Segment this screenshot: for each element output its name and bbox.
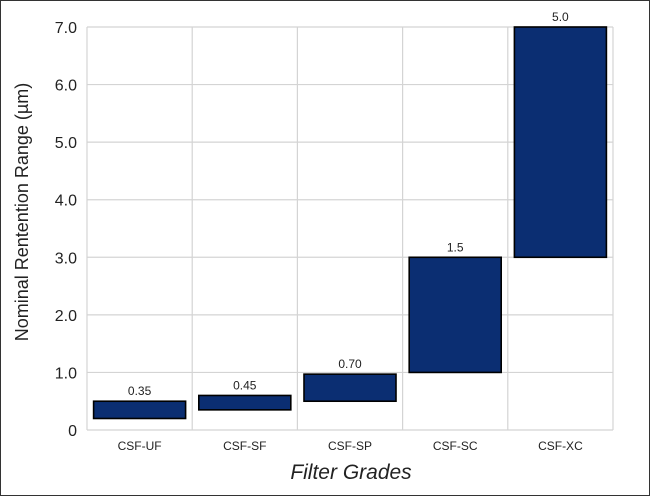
y-tick-label: 0: [68, 423, 77, 440]
data-label: 1.5: [447, 240, 464, 254]
bar-csf-sc: [408, 256, 503, 374]
x-axis-label: Filter Grades: [290, 461, 412, 484]
x-tick-label: CSF-SF: [223, 439, 266, 453]
data-label: 5.0: [552, 10, 569, 24]
data-label: 0.45: [233, 378, 257, 392]
x-tick-label: CSF-SP: [328, 439, 372, 453]
x-tick-labels: CSF-UF CSF-SF CSF-SP CSF-SC CSF-XC: [118, 439, 583, 453]
bar-csf-sf: [198, 394, 292, 411]
bar-csf-sp: [303, 373, 397, 403]
y-tick-label: 2.0: [55, 308, 77, 325]
data-label: 0.35: [128, 384, 152, 398]
bar-csf-uf: [92, 400, 187, 420]
y-tick-label: 1.0: [55, 365, 77, 382]
y-tick-label: 6.0: [55, 78, 77, 95]
x-tick-label: CSF-XC: [538, 439, 583, 453]
y-axis-label: Nominal Rentention Range (µm): [12, 83, 32, 342]
y-tick-labels: 0 1.0 2.0 3.0 4.0 5.0 6.0 7.0: [55, 20, 77, 440]
bar-csf-xc: [513, 26, 608, 259]
x-tick-label: CSF-UF: [118, 439, 162, 453]
data-label: 0.70: [338, 357, 362, 371]
y-tick-label: 3.0: [55, 250, 77, 267]
x-tick-label: CSF-SC: [433, 439, 478, 453]
bars: [92, 26, 608, 420]
data-labels: 0.35 0.45 0.70 1.5 5.0: [128, 10, 569, 398]
y-tick-label: 7.0: [55, 20, 77, 37]
y-tick-label: 5.0: [55, 135, 77, 152]
y-tick-label: 4.0: [55, 193, 77, 210]
